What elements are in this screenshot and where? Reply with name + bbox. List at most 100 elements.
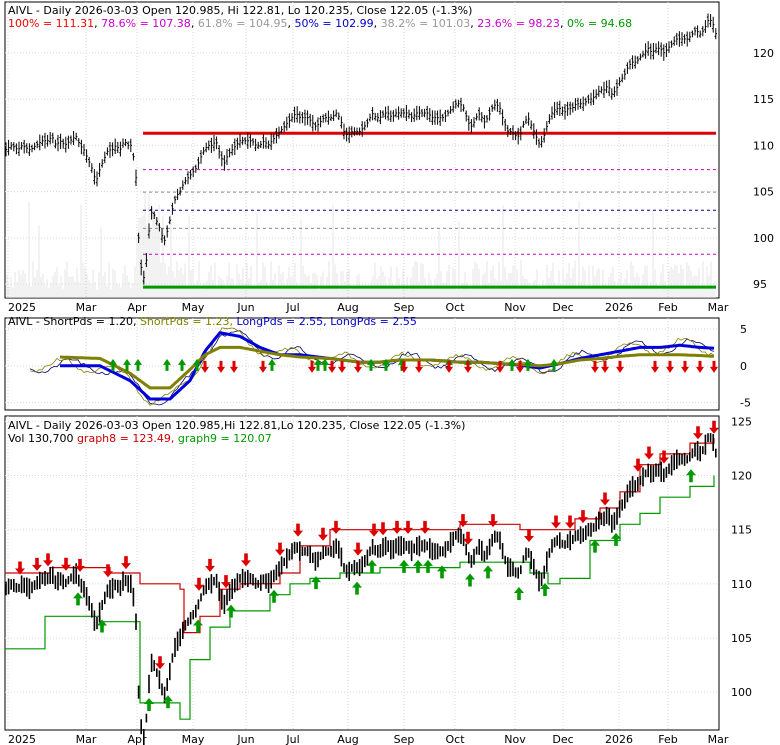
sell-arrow [32,557,42,571]
buy-arrow [465,573,475,587]
buy-arrow [514,587,524,600]
sell-arrow [600,492,610,506]
signal-up-arrow [508,358,516,371]
y-tick-label: 5 [740,323,747,336]
x-tick-label: May [182,733,205,745]
price-x-tick-labels: 2025 Mar Apr May Jun Jul Aug Sep Oct Nov Dec 2026 Fe… [8,301,729,314]
trailing-stop-arrows [15,420,719,711]
sell-arrow [293,523,303,537]
sell-arrow [331,520,341,534]
legend-separator: , [560,17,567,30]
sell-arrow [463,531,473,545]
sell-arrow [205,558,215,572]
y-tick-label: 100 [753,232,774,245]
legend-separator: , [374,17,381,30]
y-tick-label: 120 [731,470,752,483]
signal-down-arrow [445,360,453,373]
signal-up-arrow [321,358,329,371]
oscillator-y-tick-labels: 5 0 -5 [740,323,751,410]
x-tick-label: Jun [236,733,254,745]
legend-entry: 50% = 102.99 [294,17,373,30]
y-tick-label: 125 [731,415,752,428]
signal-down-arrow [201,360,209,373]
x-tick-label: Dec [552,301,573,314]
signal-down-arrow [651,360,659,373]
sell-arrow [221,575,231,589]
signal-down-arrow [415,360,423,373]
trailing-stop-y-tick-labels: 125 120 115 110 105 100 [731,415,752,699]
legend-entry: graph9 = 120.07 [178,432,272,445]
oscillator-panel-title: AIVL - ShortPds = 1.20, ShortPds = 1.23,… [8,315,417,328]
sell-arrow [378,522,388,536]
x-tick-label: Oct [445,733,465,745]
sell-arrow [392,520,402,534]
buy-arrow [97,619,107,633]
sell-arrow [318,527,328,541]
price-panel-frame [4,1,720,299]
sell-arrow [353,542,363,556]
sell-arrow [43,553,53,567]
buy-arrow [686,469,696,483]
signal-down-arrow [681,360,689,373]
signal-down-arrow [400,360,408,373]
buy-arrow [226,604,236,618]
signal-down-arrow [464,360,472,373]
buy-arrow [193,619,203,633]
sell-arrow [121,556,131,570]
legend-entry: 61.8% = 104.95 [198,17,288,30]
signal-up-arrow [109,358,117,371]
price-panel-title: AIVL - Daily 2026-03-03 Open 120.985, Hi… [8,4,472,17]
signal-down-arrow [516,360,524,373]
legend-entry: 100% = 111.31 [8,17,94,30]
signal-down-arrow [217,360,225,373]
buy-arrow [423,559,433,573]
signal-up-arrow [123,358,131,371]
y-tick-label: 115 [753,93,774,106]
legend-entry: graph8 = 123.49, [77,432,174,445]
sell-arrow [194,577,204,591]
sell-arrow [488,514,498,528]
sell-arrow [15,561,25,575]
signal-up-arrow [382,358,390,371]
y-tick-label: 120 [753,47,774,60]
signal-up-arrow [367,358,375,371]
sell-arrow [578,510,588,524]
signal-down-arrow [259,360,267,373]
sell-arrow [403,520,413,534]
legend-separator: , [470,17,477,30]
sell-arrow [458,514,468,528]
buy-arrow [590,539,600,553]
signal-down-arrow [354,360,362,373]
sell-arrow [551,515,561,529]
sell-arrow [693,426,703,440]
buy-arrow [311,576,321,590]
x-tick-label: 2026 [605,733,633,745]
signal-down-arrow [601,360,609,373]
signal-down-arrow [710,360,718,373]
oscillator-signals [109,358,718,373]
x-tick-label: Feb [658,733,677,745]
legend-entry: 0% = 94.68 [567,17,632,30]
signal-up-arrow [134,358,142,371]
sell-arrow [75,558,85,572]
sell-arrow [241,553,251,567]
x-tick-label: 2026 [605,301,633,314]
signal-up-arrow [314,358,322,371]
x-tick-label: Apr [127,733,147,745]
legend-separator: , [191,17,198,30]
x-tick-label: Mar [76,301,97,314]
x-tick-label: Oct [445,301,465,314]
trailing-stop-legend: Vol 130,700 graph8 = 123.49, graph9 = 12… [8,432,272,445]
sell-arrow [633,458,643,472]
x-tick-label: Nov [504,301,526,314]
signal-down-arrow [496,360,504,373]
signal-down-arrow [328,360,336,373]
signal-down-arrow [338,360,346,373]
legend-separator: , [287,17,294,30]
legend-entry: AIVL - [8,315,43,328]
signal-down-arrow [230,360,238,373]
trailing-stop-x-tick-labels: 2025 Mar Apr May Jun Jul Aug Sep Oct Nov Dec 2026 Fe… [8,733,729,745]
legend-entry: LongPds = 2.55 [330,315,417,328]
trailing-stop-price-bars [5,433,717,745]
